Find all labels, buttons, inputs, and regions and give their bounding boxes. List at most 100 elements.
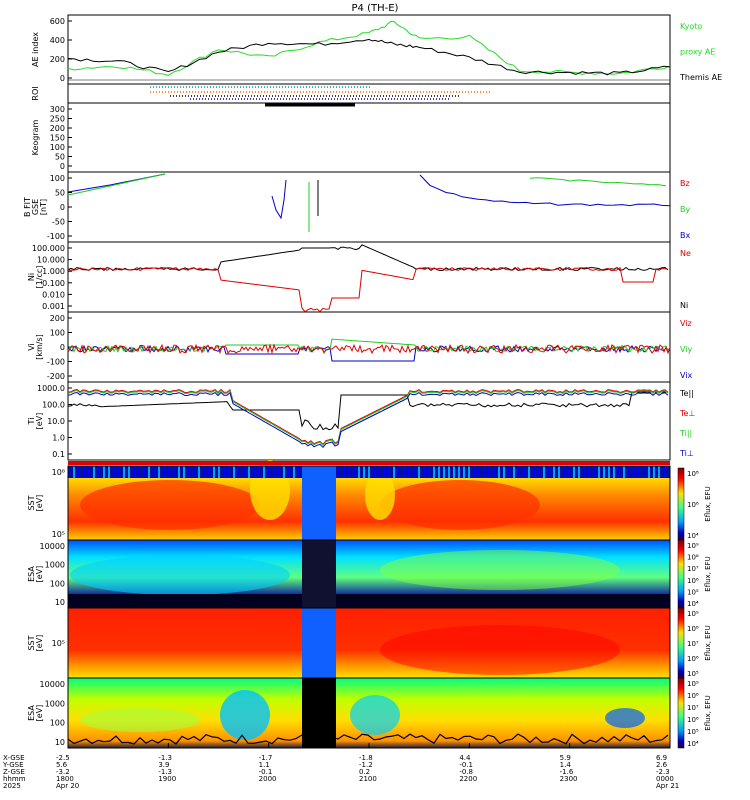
- colorbar-label: Eflux, EFU: [704, 556, 712, 591]
- colorbar: 10⁹ 10⁸ 10⁷ 10⁶ 10⁵ 10⁴ Eflux, EFU: [677, 539, 712, 609]
- panel-roi: ROI: [31, 83, 671, 104]
- bx-line: [271, 179, 287, 220]
- colorbar-tick-label: 10⁵: [687, 670, 699, 678]
- bx-line: [419, 174, 671, 207]
- footer-row-label: 2025: [3, 782, 21, 790]
- spectral-feature: [463, 466, 465, 478]
- spectral-feature: [388, 466, 390, 478]
- spectral-feature: [198, 466, 200, 478]
- spectral-feature: [608, 466, 610, 478]
- by-line: [529, 177, 667, 187]
- y-tick-label: 0: [60, 162, 65, 171]
- spectral-feature: [220, 690, 270, 740]
- footer-row-label: hhmm: [3, 775, 26, 783]
- spectral-feature: [393, 466, 395, 478]
- y-axis-label: B FIT: [23, 197, 32, 217]
- spectral-feature: [543, 466, 545, 478]
- spectral-feature: [573, 466, 575, 478]
- spectral-feature: [533, 466, 535, 478]
- panel-sst_e: 10⁶ 10⁵ SST [eV]: [27, 468, 72, 539]
- spectral-feature: [408, 466, 410, 478]
- spectral-feature: [598, 466, 600, 478]
- ae-series-line: [67, 38, 671, 76]
- y-axis-label: ROI: [31, 86, 40, 100]
- y-tick-label: 600: [50, 17, 65, 26]
- y-axis-label: ESA: [27, 566, 36, 582]
- spectral-feature: [80, 708, 200, 732]
- y-tick-label: -100: [47, 232, 65, 241]
- footer-value: -1.3: [158, 754, 172, 762]
- legend-entry: Ti||: [679, 429, 692, 438]
- spectrogram-sst_e: [67, 460, 671, 541]
- y-tick-label: 0.100: [42, 279, 65, 288]
- y-tick-label: 0.001: [42, 302, 65, 311]
- spectral-feature: [458, 466, 460, 478]
- spectral-feature: [350, 695, 400, 735]
- footer-value: 2.6: [656, 761, 668, 769]
- panel-esa_i: 10000 1000 100 10 ESA [eV]: [27, 680, 72, 747]
- spectral-feature: [453, 466, 455, 478]
- y-tick-label: 300: [50, 105, 65, 114]
- y-tick-label: 0.010: [42, 290, 65, 299]
- spectrogram-esa_i: [67, 677, 671, 749]
- spectral-feature: [283, 466, 285, 478]
- spectral-feature: [663, 466, 665, 478]
- spectral-feature: [628, 466, 630, 478]
- y-axis-label: Ti: [27, 418, 36, 426]
- y-tick-label: 200: [50, 314, 65, 323]
- panel-frame: [67, 171, 671, 243]
- spectral-feature: [293, 466, 295, 478]
- spectral-feature: [83, 466, 85, 478]
- spectral-feature: [373, 466, 375, 478]
- y-tick-label: 50: [55, 189, 65, 198]
- colorbar-tick-label: 10⁷: [687, 704, 699, 712]
- spectral-feature: [78, 466, 80, 478]
- spectral-feature: [193, 466, 195, 478]
- ti-perp-line: [67, 391, 669, 449]
- y-axis-label: [1/cc]: [35, 266, 44, 289]
- data-gap-column: [302, 466, 336, 540]
- spectral-feature: [343, 466, 345, 478]
- footer-value: 0000: [656, 775, 674, 783]
- colorbar-label: Eflux, EFU: [704, 695, 712, 730]
- spectrogram-esa_e: [67, 539, 671, 609]
- y-axis-label: AE index: [31, 32, 40, 67]
- y-tick-label: 1000.0: [37, 384, 65, 393]
- y-tick-label: 1000: [45, 561, 65, 570]
- colorbar-tick-label: 10⁶: [687, 577, 699, 585]
- colorbar-label: Eflux, EFU: [704, 486, 712, 521]
- footer-value: -3.2: [56, 768, 70, 776]
- colorbar-tick-label: 10⁵: [687, 588, 699, 596]
- panel-ti: 1000.0 100.0 10.0 1.0 0.1 Ti [eV] Te|| Te⊥ Ti|| Ti…: [27, 381, 695, 461]
- spectral-feature: [568, 466, 570, 478]
- footer-value: 1800: [56, 775, 74, 783]
- te-perp-line: [67, 388, 669, 446]
- y-tick-label: 100.0: [42, 401, 65, 410]
- colorbar-strip: [677, 539, 685, 609]
- footer-value: -0.8: [459, 768, 473, 776]
- y-tick-label: 0: [60, 74, 65, 83]
- footer-value: 6.9: [656, 754, 667, 762]
- spectral-feature: [658, 466, 660, 478]
- colorbar: 10⁹ 10⁸ 10⁷ 10⁶ 10⁵ 10⁴ Eflux, EFU: [677, 677, 712, 749]
- quality-bar: [68, 461, 670, 465]
- spectral-feature: [578, 466, 580, 478]
- y-tick-label: 1.000: [42, 267, 65, 276]
- spectral-feature: [173, 466, 175, 478]
- footer-row-label: Z-GSE: [3, 768, 25, 776]
- footer-value: -1.8: [359, 754, 373, 762]
- spectral-feature: [448, 466, 450, 478]
- spectral-feature: [188, 466, 190, 478]
- spectral-feature: [153, 466, 155, 478]
- spectral-feature: [488, 466, 490, 478]
- legend-entry: Viy: [680, 345, 693, 354]
- spectral-feature: [418, 466, 420, 478]
- y-tick-label: 0.1: [52, 450, 65, 459]
- spectral-feature: [113, 466, 115, 478]
- y-tick-label: 100: [50, 719, 65, 728]
- spectral-feature: [633, 466, 635, 478]
- y-tick-label: 10⁵: [52, 530, 65, 539]
- y-tick-label: 200: [50, 55, 65, 64]
